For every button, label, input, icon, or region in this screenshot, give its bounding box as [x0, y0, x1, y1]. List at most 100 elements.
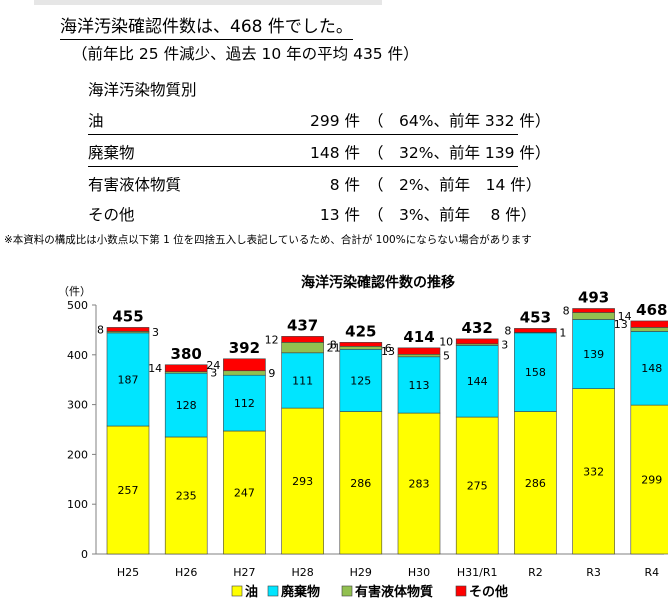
category-count: 299 件 [309, 112, 360, 130]
total-label: 455 [112, 307, 143, 325]
data-label: 235 [176, 489, 197, 502]
x-tick-label: H28 [291, 566, 313, 579]
headline: 海洋汚染確認件数は、468 件でした。 [60, 12, 353, 40]
data-label: 21 [327, 342, 341, 355]
data-label: 8 [97, 323, 104, 336]
legend-label: 油 [245, 584, 258, 600]
bar-segment [106, 327, 150, 332]
category-name: 油 [88, 112, 104, 130]
chart-title: 海洋汚染確認件数の推移 [301, 274, 455, 291]
category-detail: （ 2%、前年 14 件） [368, 176, 542, 194]
y-tick-label: 0 [81, 548, 88, 561]
data-label: 247 [234, 486, 255, 499]
data-label: 112 [234, 397, 255, 410]
data-label: 13 [614, 318, 628, 331]
data-label: 113 [409, 379, 430, 392]
legend-label: その他 [469, 584, 508, 600]
category-row-oil: 油 299 件 （ 64%、前年 332 件） [88, 106, 550, 135]
data-label: 332 [583, 465, 604, 478]
data-label: 144 [467, 375, 488, 388]
y-axis-label: （件） [58, 285, 91, 298]
data-label: 286 [350, 477, 371, 490]
data-label: 286 [525, 477, 546, 490]
bar-segment [164, 364, 208, 373]
total-label: 425 [345, 322, 376, 340]
bar-segment [164, 436, 208, 555]
data-label: 139 [583, 348, 604, 361]
legend-label: 有害液体物質 [355, 584, 433, 600]
category-detail: （ 3%、前年 8 件） [368, 206, 537, 224]
bar-segment [106, 332, 150, 427]
total-label: 493 [578, 288, 609, 306]
category-row-hazardous-liquid: 有害液体物質 8 件 （ 2%、前年 14 件） [88, 170, 541, 198]
bar-segment [281, 342, 324, 354]
bar-segment [455, 338, 499, 345]
footnote: ※本資料の構成比は小数点以下第 1 位を四捨五入し表記しているため、合計が 10… [4, 234, 532, 246]
data-label: 24 [206, 359, 220, 372]
bar-segment [630, 331, 668, 406]
bar-segment [223, 430, 266, 555]
bar-segment [281, 336, 324, 343]
data-label: 148 [641, 362, 662, 375]
data-label: 128 [176, 399, 197, 412]
category-count: 8 件 [329, 176, 360, 194]
bar-segment [223, 374, 266, 432]
data-label: 8 [330, 338, 337, 351]
data-label: 3 [152, 326, 159, 339]
data-label: 1 [559, 327, 566, 340]
bar-segment [281, 352, 324, 409]
data-label: 293 [292, 475, 313, 488]
data-label: 8 [504, 324, 511, 337]
subline: （前年比 25 件減少、過去 10 年の平均 435 件） [72, 45, 419, 63]
x-tick-label: H25 [117, 566, 139, 579]
y-tick-label: 500 [67, 299, 88, 312]
total-label: 437 [287, 316, 318, 334]
legend-swatch [267, 585, 279, 597]
category-name: 有害液体物質 [88, 176, 182, 194]
data-label: 5 [443, 350, 450, 363]
total-label: 453 [520, 308, 551, 326]
bar-segment [630, 327, 668, 332]
bar-segment [339, 346, 383, 350]
data-label: 14 [148, 362, 162, 375]
bar-segment [514, 332, 557, 412]
bar-segment [223, 358, 266, 372]
data-label: 3 [210, 366, 217, 379]
bar-segment [397, 347, 441, 355]
bar-segment [397, 354, 441, 358]
data-label: 3 [501, 339, 508, 352]
bar-segment [339, 342, 383, 347]
total-label: 380 [171, 345, 202, 363]
bar-segment [397, 412, 441, 555]
total-label: 432 [462, 319, 493, 337]
data-label: 111 [292, 374, 313, 387]
bar-segment [281, 407, 324, 555]
data-label: 9 [268, 367, 275, 380]
x-tick-label: R3 [586, 566, 601, 579]
data-label: 12 [265, 333, 279, 346]
bar-segment [630, 320, 668, 328]
category-row-waste: 廃棄物 148 件 （ 32%、前年 139 件） [88, 138, 550, 167]
x-tick-label: H26 [175, 566, 197, 579]
bar-segment [223, 370, 266, 376]
bar-segment [397, 356, 441, 414]
bar-segment [630, 404, 668, 555]
legend-swatch [455, 585, 467, 597]
data-label: 187 [118, 373, 139, 386]
x-tick-label: H29 [350, 566, 372, 579]
bar-segment [572, 312, 615, 320]
y-tick-label: 200 [67, 448, 88, 461]
category-row-other: その他 13 件 （ 3%、前年 8 件） [88, 200, 536, 228]
category-detail: （ 32%、前年 139 件） [368, 144, 551, 162]
legend-swatch [231, 585, 243, 597]
total-label: 414 [403, 328, 434, 346]
category-header: 海洋汚染物質別 [88, 81, 197, 99]
total-label: 392 [229, 339, 260, 357]
data-label: 257 [118, 484, 139, 497]
x-tick-label: H30 [408, 566, 430, 579]
data-label: 10 [439, 335, 453, 348]
total-label: 468 [636, 301, 667, 319]
bar-segment [455, 416, 499, 555]
bar-segment [572, 388, 615, 555]
